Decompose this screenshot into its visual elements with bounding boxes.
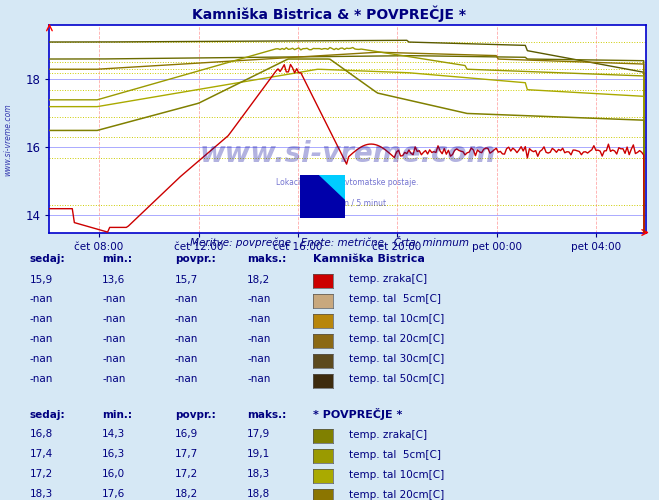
Text: 17,4: 17,4 [30, 450, 53, 460]
Text: 17,9: 17,9 [247, 430, 270, 440]
Text: -nan: -nan [102, 334, 125, 344]
Text: temp. tal  5cm[C]: temp. tal 5cm[C] [349, 450, 442, 460]
Text: -nan: -nan [247, 314, 270, 324]
Text: -nan: -nan [247, 294, 270, 304]
Text: -nan: -nan [175, 354, 198, 364]
Text: sedaj:: sedaj: [30, 254, 65, 264]
Text: 16,9: 16,9 [175, 430, 198, 440]
Text: Kamniška Bistrica: Kamniška Bistrica [313, 254, 425, 264]
Text: 17,2: 17,2 [30, 470, 53, 480]
Text: * POVPREČJE *: * POVPREČJE * [313, 408, 403, 420]
Text: Kamniška Bistrica & * POVPREČJE *: Kamniška Bistrica & * POVPREČJE * [192, 6, 467, 22]
Text: temp. tal 30cm[C]: temp. tal 30cm[C] [349, 354, 445, 364]
Text: -nan: -nan [247, 334, 270, 344]
Text: -nan: -nan [30, 374, 53, 384]
Text: -nan: -nan [102, 314, 125, 324]
Text: min.:: min.: [102, 410, 132, 420]
Text: -nan: -nan [30, 334, 53, 344]
Text: -nan: -nan [247, 354, 270, 364]
Text: -nan: -nan [102, 374, 125, 384]
Text: maks.:: maks.: [247, 254, 287, 264]
Text: 14,3: 14,3 [102, 430, 125, 440]
Text: -nan: -nan [175, 374, 198, 384]
Text: www.si-vreme.com: www.si-vreme.com [200, 140, 496, 168]
Text: 18,8: 18,8 [247, 490, 270, 500]
Text: -nan: -nan [30, 314, 53, 324]
Text: 19,1: 19,1 [247, 450, 270, 460]
Text: 16,3: 16,3 [102, 450, 125, 460]
Text: temp. zraka[C]: temp. zraka[C] [349, 274, 428, 284]
Text: temp. tal 20cm[C]: temp. tal 20cm[C] [349, 334, 445, 344]
Text: zadnji dan / 5 minut: zadnji dan / 5 minut [309, 199, 386, 208]
Text: -nan: -nan [175, 294, 198, 304]
Text: -nan: -nan [175, 314, 198, 324]
Text: -nan: -nan [30, 354, 53, 364]
Text: -nan: -nan [102, 354, 125, 364]
Text: 18,3: 18,3 [247, 470, 270, 480]
Text: temp. tal 10cm[C]: temp. tal 10cm[C] [349, 314, 445, 324]
Text: temp. tal 50cm[C]: temp. tal 50cm[C] [349, 374, 445, 384]
Text: temp. tal  5cm[C]: temp. tal 5cm[C] [349, 294, 442, 304]
Text: temp. zraka[C]: temp. zraka[C] [349, 430, 428, 440]
Text: 16,8: 16,8 [30, 430, 53, 440]
Text: 15,7: 15,7 [175, 274, 198, 284]
Text: Meritve: povprečne   Enote: metrične   Črta: minmum: Meritve: povprečne Enote: metrične Črta:… [190, 236, 469, 248]
Text: -nan: -nan [30, 294, 53, 304]
Text: 17,6: 17,6 [102, 490, 125, 500]
Text: povpr.:: povpr.: [175, 410, 215, 420]
Text: temp. tal 20cm[C]: temp. tal 20cm[C] [349, 490, 445, 500]
Text: 17,2: 17,2 [175, 470, 198, 480]
Text: 18,2: 18,2 [247, 274, 270, 284]
Text: min.:: min.: [102, 254, 132, 264]
Text: 13,6: 13,6 [102, 274, 125, 284]
Text: 18,3: 18,3 [30, 490, 53, 500]
Polygon shape [300, 175, 345, 218]
Text: 17,7: 17,7 [175, 450, 198, 460]
Text: 18,2: 18,2 [175, 490, 198, 500]
Text: Lokacija / Stran: Avtomatske postaje.: Lokacija / Stran: Avtomatske postaje. [276, 178, 419, 187]
Polygon shape [318, 175, 345, 201]
Text: povpr.:: povpr.: [175, 254, 215, 264]
Text: maks.:: maks.: [247, 410, 287, 420]
Text: temp. tal 10cm[C]: temp. tal 10cm[C] [349, 470, 445, 480]
Text: -nan: -nan [175, 334, 198, 344]
Text: 16,0: 16,0 [102, 470, 125, 480]
Text: sedaj:: sedaj: [30, 410, 65, 420]
Text: www.si-vreme.com: www.si-vreme.com [3, 104, 13, 176]
Text: -nan: -nan [102, 294, 125, 304]
Text: -nan: -nan [247, 374, 270, 384]
Text: 15,9: 15,9 [30, 274, 53, 284]
